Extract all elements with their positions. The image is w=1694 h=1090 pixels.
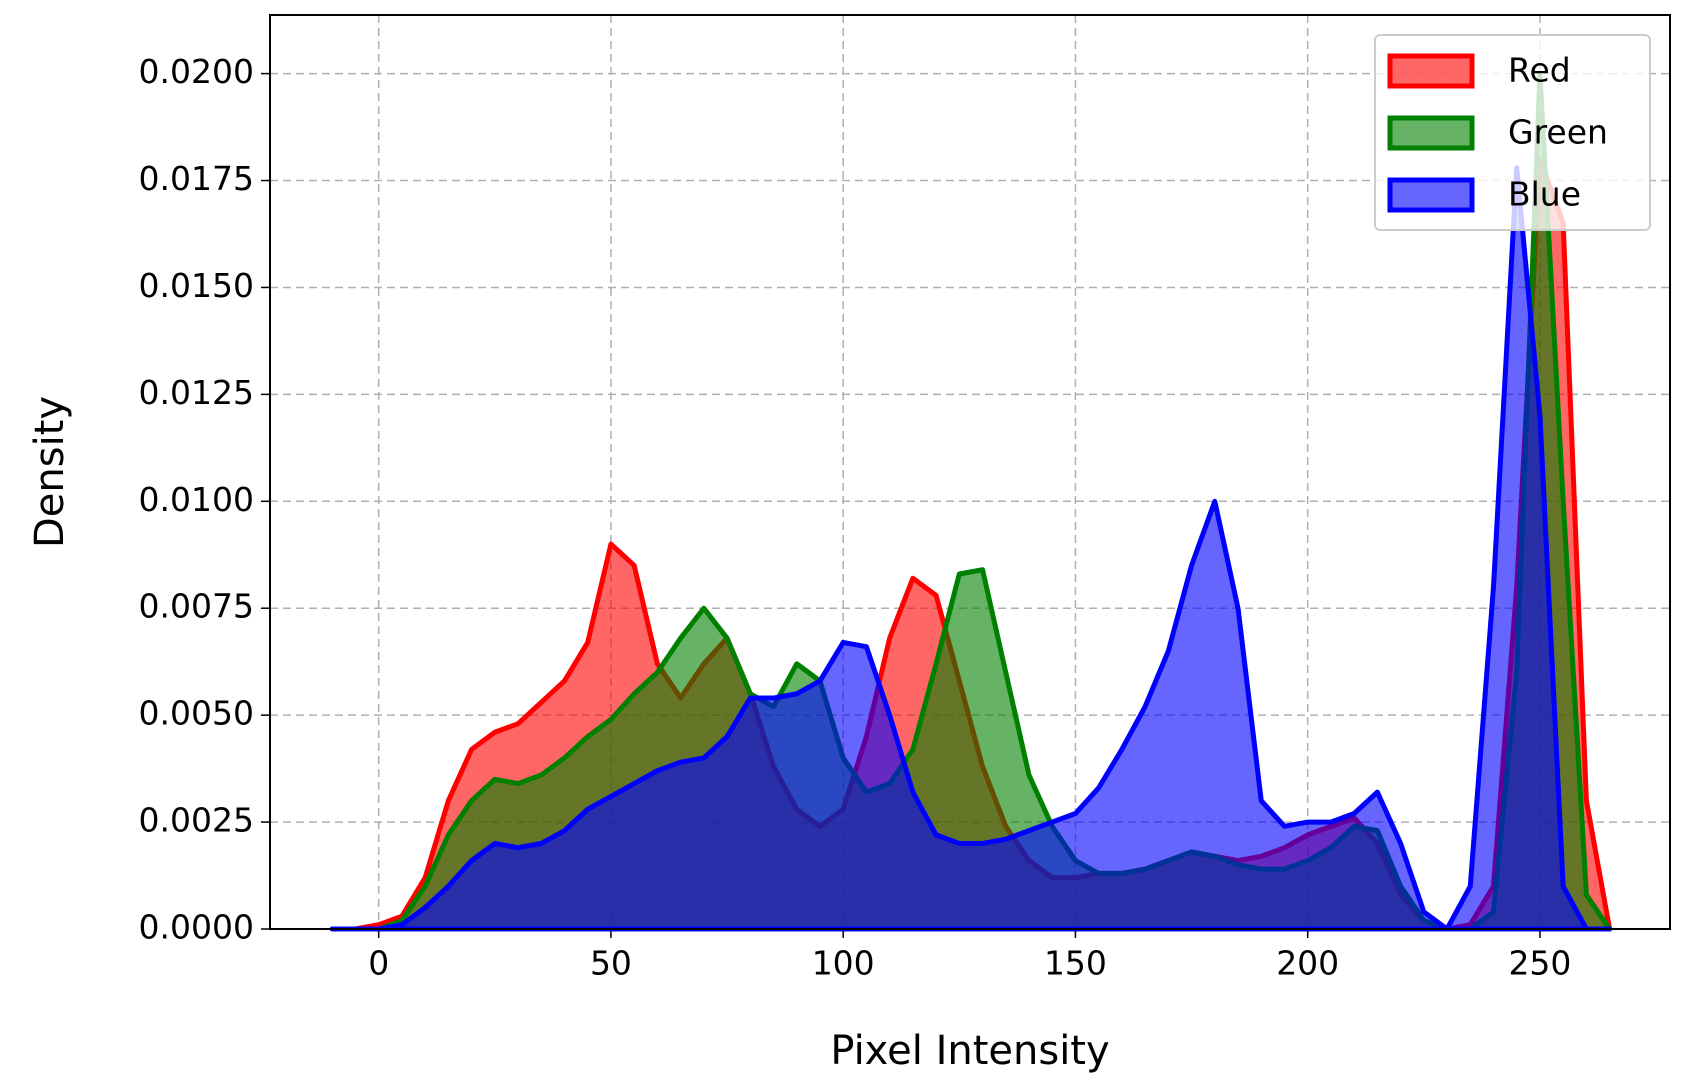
legend-label: Red (1508, 51, 1571, 90)
x-tick-label: 50 (590, 944, 632, 983)
legend-swatch (1387, 53, 1475, 89)
legend-swatch (1387, 115, 1475, 151)
x-axis-label: Pixel Intensity (830, 1028, 1109, 1074)
y-axis-label: Density (27, 396, 73, 548)
plot-frame (269, 14, 1671, 930)
y-tick-label: 0.0100 (139, 480, 254, 519)
density-area (329, 165, 1613, 932)
x-tick-label: 0 (368, 944, 389, 983)
y-tick-label: 0.0150 (139, 266, 254, 305)
x-tick-label: 100 (812, 944, 875, 983)
legend-label: Green (1508, 113, 1608, 152)
y-tick-label: 0.0000 (139, 908, 254, 947)
y-tick-label: 0.0075 (139, 587, 254, 626)
y-tick-label: 0.0175 (139, 159, 254, 198)
x-tick-label: 150 (1044, 944, 1107, 983)
x-tick-label: 200 (1276, 944, 1339, 983)
y-tick-label: 0.0025 (139, 801, 254, 840)
legend: Red Green Blue (1374, 34, 1651, 231)
y-tick-label: 0.0125 (139, 373, 254, 412)
y-tick-label: 0.0050 (139, 694, 254, 733)
y-tick-label: 0.0200 (139, 52, 254, 91)
legend-label: Blue (1508, 175, 1581, 214)
legend-swatch (1387, 177, 1475, 213)
x-tick-label: 250 (1508, 944, 1571, 983)
